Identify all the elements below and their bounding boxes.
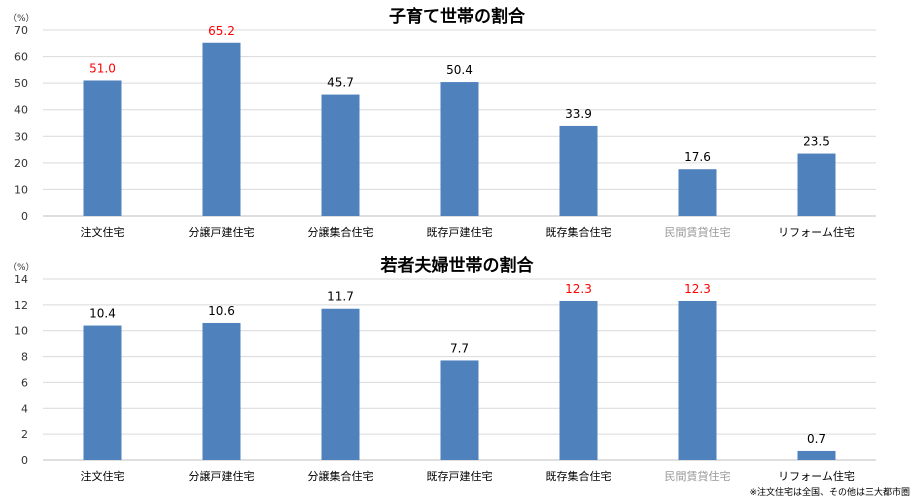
data-label: 10.4 <box>89 307 116 321</box>
category-label: 既存集合住宅 <box>546 469 612 483</box>
data-label: 7.7 <box>450 341 469 355</box>
bar <box>678 300 717 460</box>
bar <box>321 308 360 460</box>
data-label: 23.5 <box>803 135 830 149</box>
bar <box>202 322 241 460</box>
y-axis-unit: （%） <box>8 262 35 273</box>
y-axis-unit: （%） <box>8 13 35 24</box>
bar <box>440 360 479 460</box>
data-label: 0.7 <box>807 432 826 446</box>
y-tick-label: 10 <box>14 183 28 196</box>
y-tick-label: 6 <box>21 376 28 389</box>
category-label: リフォーム住宅 <box>778 225 855 239</box>
data-label: 50.4 <box>446 63 473 77</box>
y-tick-label: 0 <box>21 454 28 467</box>
y-tick-label: 0 <box>21 210 28 223</box>
y-tick-label: 70 <box>14 24 28 37</box>
y-tick-label: 2 <box>21 428 28 441</box>
bar <box>440 82 479 216</box>
bar <box>321 94 360 216</box>
footnote: ※注文住宅は全国、その他は三大都市圏 <box>749 486 910 498</box>
bar <box>678 169 717 216</box>
bar <box>202 42 241 216</box>
bar <box>83 325 122 460</box>
bar <box>559 125 598 216</box>
y-tick-label: 4 <box>21 402 28 415</box>
data-label: 12.3 <box>684 282 711 296</box>
category-label: 注文住宅 <box>81 469 125 483</box>
bar <box>83 80 122 216</box>
data-label: 12.3 <box>565 282 592 296</box>
data-label: 65.2 <box>208 24 235 38</box>
y-tick-label: 10 <box>14 325 28 338</box>
data-label: 51.0 <box>89 61 116 75</box>
category-label: 注文住宅 <box>81 225 125 239</box>
y-tick-label: 20 <box>14 157 28 170</box>
data-label: 11.7 <box>327 290 354 304</box>
category-label: 既存戸建住宅 <box>427 469 493 483</box>
data-label: 17.6 <box>684 150 711 164</box>
category-label: 分譲集合住宅 <box>308 225 374 239</box>
category-label: 分譲戸建住宅 <box>189 469 255 483</box>
y-tick-label: 60 <box>14 51 28 64</box>
category-label: リフォーム住宅 <box>778 469 855 483</box>
chart-child-rearing: 子育て世帯の割合 （%） 0 10 20 30 40 50 60 70 51.0 注文住宅 65.2 分譲… <box>8 6 876 239</box>
y-tick-label: 8 <box>21 351 28 364</box>
y-tick-label: 14 <box>14 273 28 286</box>
chart-title: 若者夫婦世帯の割合 <box>380 255 535 276</box>
category-label: 分譲集合住宅 <box>308 469 374 483</box>
data-label: 45.7 <box>327 76 354 90</box>
bar <box>797 450 836 460</box>
bar <box>797 153 836 216</box>
data-label: 10.6 <box>208 304 235 318</box>
chart-young-couple: 若者夫婦世帯の割合 （%） 0 2 4 6 8 10 12 14 10.4 注文住宅 10.6 分譲戸建住… <box>8 255 876 483</box>
category-label: 民間賃貸住宅 <box>665 469 731 483</box>
category-label: 既存集合住宅 <box>546 225 612 239</box>
y-tick-label: 30 <box>14 130 28 143</box>
y-tick-label: 12 <box>14 299 28 312</box>
data-label: 33.9 <box>565 107 592 121</box>
category-label: 既存戸建住宅 <box>427 225 493 239</box>
y-tick-label: 40 <box>14 104 28 117</box>
category-label: 分譲戸建住宅 <box>189 225 255 239</box>
chart-title: 子育て世帯の割合 <box>389 6 526 27</box>
category-label: 民間賃貸住宅 <box>665 225 731 239</box>
y-tick-label: 50 <box>14 77 28 90</box>
bar <box>559 300 598 460</box>
